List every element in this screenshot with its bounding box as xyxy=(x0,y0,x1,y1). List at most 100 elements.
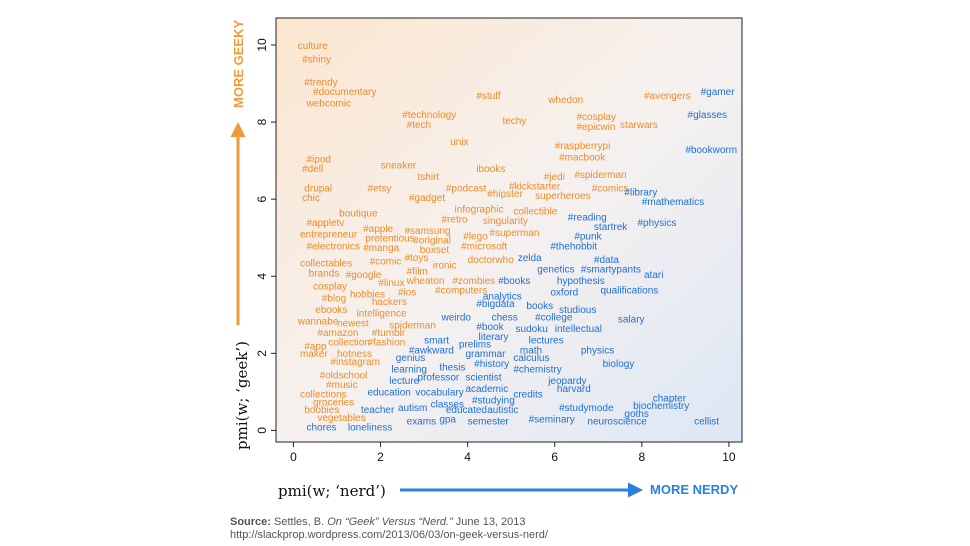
word-label: oxford xyxy=(550,288,578,299)
word-label: #smartypants xyxy=(581,264,641,275)
word-label: genetics xyxy=(537,264,574,275)
word-label: loneliness xyxy=(348,422,392,433)
word-label: smart xyxy=(424,336,449,347)
x-tick-label: 2 xyxy=(377,450,384,464)
word-label: #comic xyxy=(370,257,402,268)
word-label: #library xyxy=(624,187,657,198)
word-label: educated xyxy=(446,405,487,416)
word-label: infographic xyxy=(455,205,504,216)
word-label: #app xyxy=(304,341,327,352)
word-label: #fashion xyxy=(367,338,405,349)
word-label: collectables xyxy=(300,259,352,270)
word-label: #book xyxy=(476,322,504,333)
word-label: professor xyxy=(418,372,460,383)
word-label: #gamer xyxy=(701,87,736,98)
word-label: #jedi xyxy=(544,172,565,183)
word-label: collections xyxy=(300,390,347,401)
word-label: #trendy xyxy=(304,77,337,88)
word-label: qualifications xyxy=(600,286,658,297)
word-label: math xyxy=(520,345,542,356)
word-label: entrepreneur xyxy=(300,230,358,241)
word-label: pretentious xyxy=(365,234,414,245)
word-label: exams xyxy=(407,417,436,428)
y-tick-label: 10 xyxy=(255,38,269,52)
word-label: salary xyxy=(618,315,645,326)
word-label: #computers xyxy=(435,286,487,297)
y-axis-label: pmi(w; ‘geek’) xyxy=(233,341,251,450)
word-label: education xyxy=(367,388,410,399)
word-label: groceries xyxy=(313,397,354,408)
word-label: neuroscience xyxy=(587,417,647,428)
source-url: http://slackprop.wordpress.com/2013/06/0… xyxy=(230,529,548,541)
word-label: chic xyxy=(302,193,320,204)
word-label: techy xyxy=(502,116,526,127)
word-label: tshirt xyxy=(418,172,440,183)
word-label: boobies xyxy=(304,405,339,416)
word-label: #appletv xyxy=(306,218,344,229)
word-label: hotness xyxy=(337,349,372,360)
x-axis: 0 2 4 6 8 10 xyxy=(290,442,736,464)
word-label: classes xyxy=(431,399,464,410)
word-label: boutique xyxy=(339,209,378,220)
word-label: physics xyxy=(581,345,614,356)
word-label: credits xyxy=(513,390,542,401)
y-tick-label: 4 xyxy=(255,273,269,280)
word-label: brands xyxy=(309,268,340,279)
word-label: #hipster xyxy=(487,189,523,200)
x-tick-label: 6 xyxy=(551,450,558,464)
word-label: harvard xyxy=(557,384,591,395)
word-label: #books xyxy=(498,276,530,287)
word-label: #physics xyxy=(637,218,676,229)
word-label: #instagram xyxy=(330,357,379,368)
word-label: doctorwho xyxy=(468,255,515,266)
word-label: #original xyxy=(413,235,451,246)
word-label: ironic xyxy=(433,261,457,272)
word-label: #etsy xyxy=(367,183,391,194)
word-label: wannabe xyxy=(297,316,339,327)
word-label: weirdo xyxy=(440,313,471,324)
word-label: #shiny xyxy=(302,54,331,65)
word-label: chores xyxy=(306,422,336,433)
word-label: #awkward xyxy=(409,345,454,356)
word-label: wheaton xyxy=(406,276,445,287)
source-author: Settles, B. xyxy=(270,516,328,528)
x-tick-label: 0 xyxy=(290,450,297,464)
word-label: drupal xyxy=(304,183,332,194)
word-label: #glasses xyxy=(688,110,727,121)
word-label: #linux xyxy=(378,278,404,289)
x-axis-label: pmi(w; ‘nerd’) xyxy=(278,482,386,500)
word-label: #tech xyxy=(407,120,431,131)
word-label: vegetables xyxy=(317,413,365,424)
word-label: thesis xyxy=(439,363,465,374)
word-label: #electronics xyxy=(306,241,359,252)
word-label: vocabulary xyxy=(415,388,463,399)
plot-background xyxy=(276,18,742,442)
word-label: chapter xyxy=(653,394,687,405)
word-label: goths xyxy=(624,409,648,420)
word-label: #superman xyxy=(489,228,539,239)
word-label: intelligence xyxy=(357,309,407,320)
word-label: whedon xyxy=(547,95,583,106)
word-label: chess xyxy=(492,313,518,324)
word-label: #ios xyxy=(398,288,416,299)
y-tick-label: 0 xyxy=(255,427,269,434)
word-label: culture xyxy=(298,41,328,52)
word-label: autistic xyxy=(487,405,518,416)
word-label: hackers xyxy=(372,297,407,308)
x-tick-label: 8 xyxy=(638,450,645,464)
word-label: cellist xyxy=(694,417,719,428)
source-citation: Source: Settles, B. On “Geek” Versus “Ne… xyxy=(230,516,548,542)
word-label: webcomic xyxy=(305,99,350,110)
word-label: newest xyxy=(337,318,369,329)
word-label: #samsung xyxy=(404,226,450,237)
word-label: #amazon xyxy=(317,328,358,339)
word-label: literary xyxy=(479,332,509,343)
word-label: singularity xyxy=(483,216,528,227)
word-label: startrek xyxy=(594,222,628,233)
word-label: grammar xyxy=(465,349,506,360)
word-label: #gadget xyxy=(409,193,445,204)
word-label: cosplay xyxy=(313,282,347,293)
word-label: teacher xyxy=(361,405,395,416)
source-title: On “Geek” Versus “Nerd.” xyxy=(327,516,453,528)
y-direction-label: MORE GEEKY xyxy=(231,20,246,108)
